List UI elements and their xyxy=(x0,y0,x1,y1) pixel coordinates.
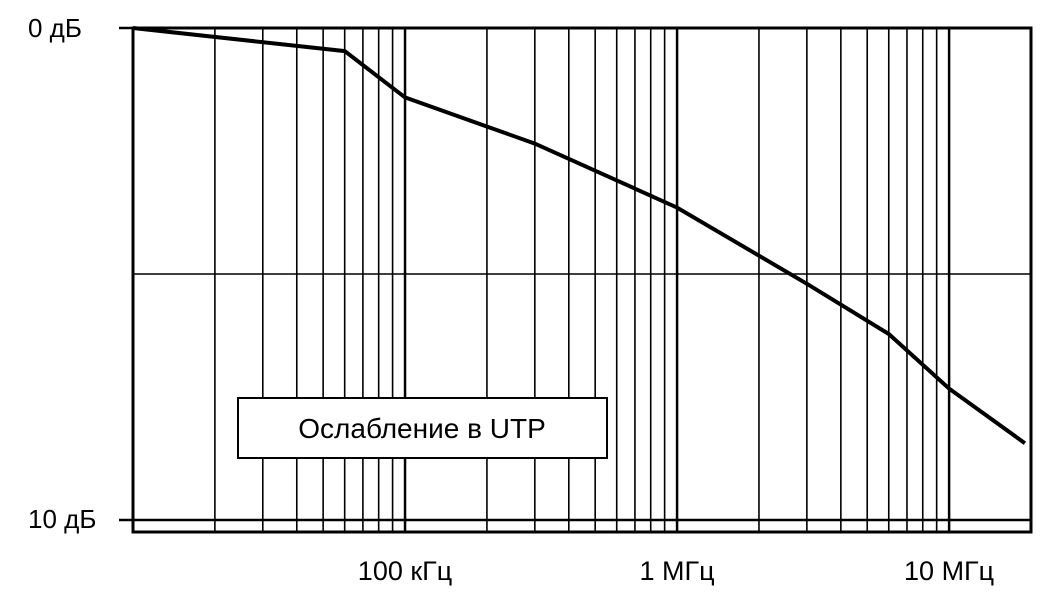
x-tick-label: 10 МГц xyxy=(904,556,994,586)
y-tick-label: 0 дБ xyxy=(28,13,82,43)
legend-frame xyxy=(237,397,608,459)
x-ticks: 100 кГц 1 МГц 10 МГц xyxy=(358,556,994,586)
legend-label: Ослабление в UTP xyxy=(298,413,546,444)
legend-box: Ослабление в UTP xyxy=(237,397,608,459)
plot-frame-rect xyxy=(131,26,1033,534)
y-ticks: 0 дБ 10 дБ xyxy=(28,13,133,534)
plot-frame xyxy=(131,26,1033,534)
x-tick-label: 1 МГц xyxy=(640,556,715,586)
grid xyxy=(133,28,1031,532)
y-tick-label: 10 дБ xyxy=(28,504,96,534)
x-tick-label: 100 кГц xyxy=(358,556,452,586)
series-line-0 xyxy=(132,26,1027,445)
series-layer xyxy=(132,26,1027,445)
